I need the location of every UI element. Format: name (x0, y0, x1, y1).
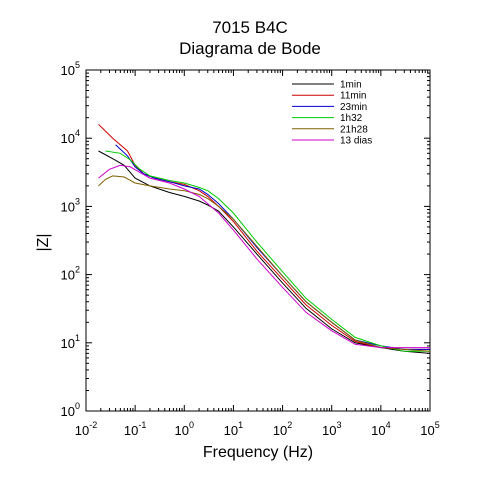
y-axis-label: |Z| (35, 233, 52, 251)
series-line-11min (98, 123, 430, 350)
plot-frame (85, 69, 431, 412)
series-line-1h32 (105, 150, 430, 352)
y-tick-label: 103 (61, 196, 80, 214)
series-line-1min (98, 150, 431, 354)
legend-label: 13 dias (340, 136, 372, 147)
x-tick-label: 10-2 (75, 420, 97, 438)
x-tick-label: 101 (224, 420, 243, 438)
chart-title: 7015 B4C (212, 18, 288, 37)
y-tick-labels: 100 101 102 103 104 105 (61, 60, 80, 419)
x-axis-label: Frequency (Hz) (203, 444, 313, 461)
x-tick-label: 100 (175, 420, 194, 438)
x-tick-label: 105 (420, 420, 439, 438)
x-tick-label: 103 (322, 420, 341, 438)
chart-subtitle: Diagrama de Bode (179, 39, 321, 58)
y-tick-label: 102 (61, 265, 80, 283)
y-tick-label: 104 (61, 128, 80, 146)
y-tick-label: 105 (61, 60, 80, 78)
series-line-21h28 (98, 175, 431, 352)
x-tick-label: 104 (371, 420, 390, 438)
tick-marks (85, 69, 431, 412)
series-line-13-dias (98, 164, 430, 349)
y-tick-label: 101 (61, 333, 80, 351)
series-lines (98, 123, 431, 354)
legend-label: 21h28 (340, 124, 368, 135)
x-tick-label: 102 (273, 420, 292, 438)
legend-label: 11min (340, 91, 367, 102)
legend-label: 1min (340, 80, 362, 91)
series-line-23min (115, 144, 430, 350)
x-tick-label: 10-1 (124, 420, 146, 438)
y-tick-label: 100 (61, 401, 80, 419)
legend-label: 1h32 (340, 113, 363, 124)
legend-label: 23min (340, 102, 367, 113)
x-tick-labels: 10-2 10-1 100 101 102 103 104 105 (75, 420, 440, 438)
